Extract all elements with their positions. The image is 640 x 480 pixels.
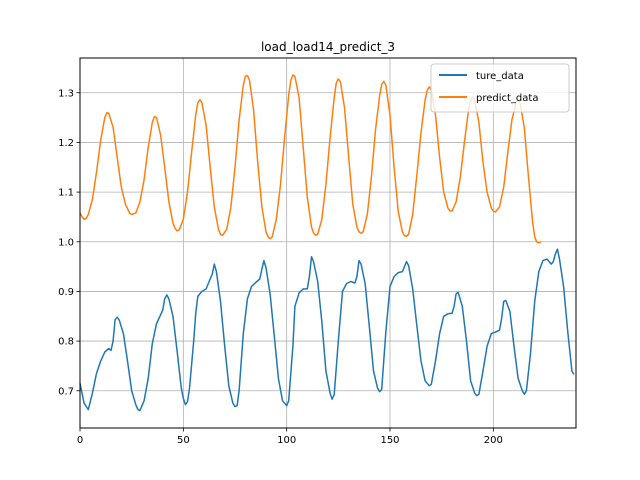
x-tick-label: 0 xyxy=(77,435,83,446)
y-tick-label: 0.9 xyxy=(58,287,74,298)
y-tick-label: 1.3 xyxy=(58,88,74,99)
x-tick-label: 100 xyxy=(277,435,296,446)
chart-title: load_load14_predict_3 xyxy=(261,40,395,54)
x-tick-label: 150 xyxy=(380,435,399,446)
series-line-ture-data xyxy=(79,248,575,412)
series-layer xyxy=(79,74,575,412)
y-tick-label: 1.2 xyxy=(58,138,74,149)
x-tick-label: 200 xyxy=(484,435,503,446)
y-axis: 0.7 0.8 0.9 1.0 1.1 1.2 1.3 xyxy=(58,88,80,397)
plot-frame xyxy=(79,57,577,429)
legend: ture_data predict_data xyxy=(430,63,570,113)
series-line-predict-data xyxy=(79,74,542,244)
legend-label-ture-data: ture_data xyxy=(476,71,524,82)
x-tick-label: 50 xyxy=(177,435,190,446)
x-axis: 0 50 100 150 200 xyxy=(77,428,503,446)
y-tick-label: 1.1 xyxy=(58,188,74,199)
legend-label-predict-data: predict_data xyxy=(476,93,538,104)
y-tick-label: 1.0 xyxy=(58,237,74,248)
y-tick-label: 0.7 xyxy=(58,386,74,397)
y-tick-label: 0.8 xyxy=(58,337,74,348)
